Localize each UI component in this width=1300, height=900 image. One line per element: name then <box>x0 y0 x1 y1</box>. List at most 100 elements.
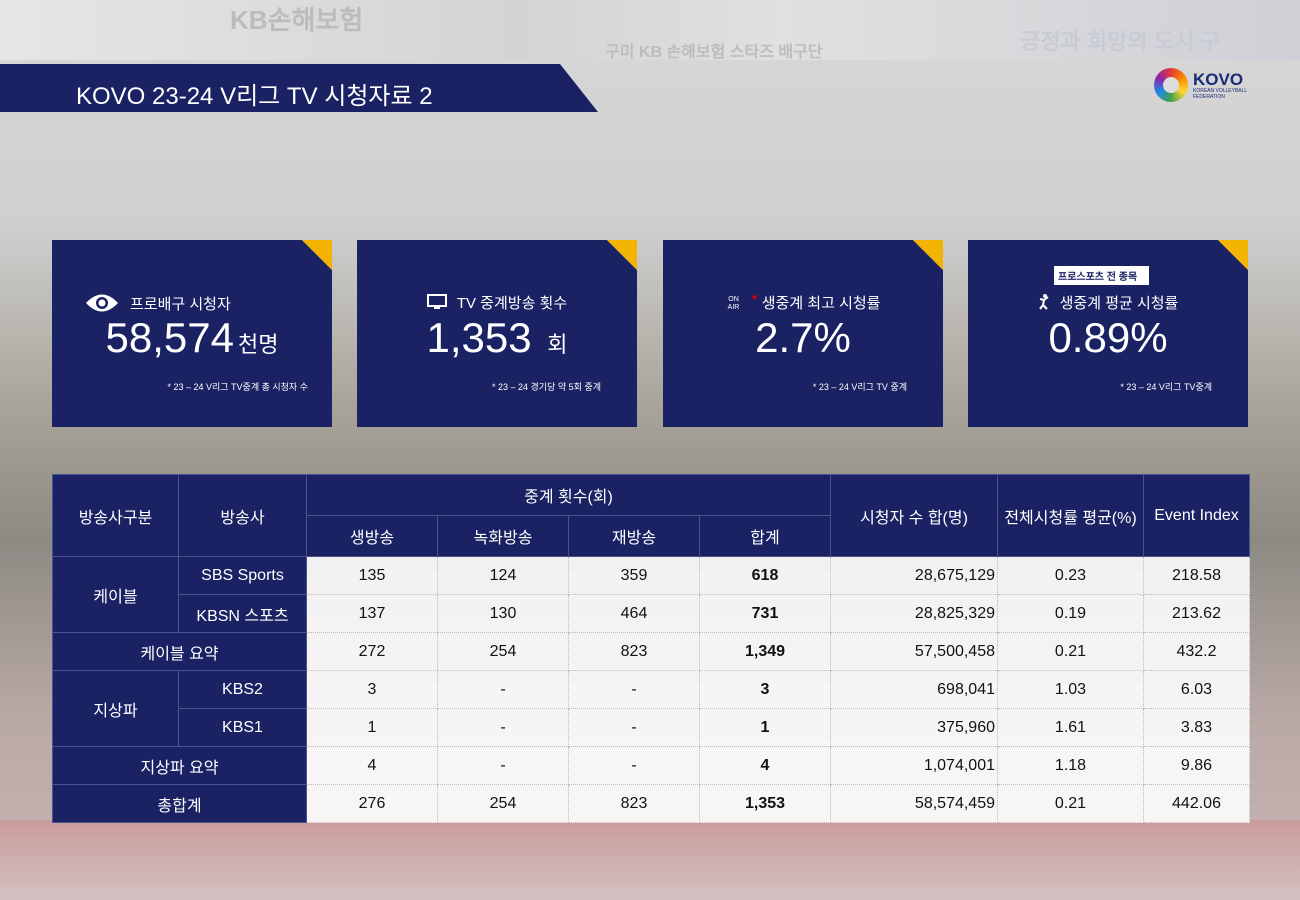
rating-cell: 0.21 <box>997 784 1144 823</box>
card-value: 0.89% <box>1048 314 1168 361</box>
viewers-cell: 28,675,129 <box>830 556 998 595</box>
rating-cell: 1.18 <box>997 746 1144 785</box>
live-cell: 1 <box>306 708 438 747</box>
group-cell: 케이블 <box>52 556 179 633</box>
header-rating: 전체시청률 평균(%) <box>997 474 1144 557</box>
card-value: 1,353 <box>426 314 532 361</box>
background-floor <box>0 820 1300 900</box>
table-row: 지상파 KBS2 3- -3 698,041 1.03 6.03 <box>52 670 1250 747</box>
header-live: 생방송 <box>306 515 438 557</box>
rerun-cell: - <box>568 708 700 747</box>
recorded-cell: - <box>437 670 569 709</box>
index-cell: 6.03 <box>1143 670 1250 709</box>
card-note: * 23 – 24 경기당 약 5회 중계 <box>492 382 601 392</box>
total-cell: 3 <box>699 670 831 709</box>
broadcaster-cell: KBS2 <box>178 670 307 709</box>
card-note: * 23 – 24 V리그 TV중계 <box>1120 382 1212 392</box>
badge: 프로스포츠 전 종목 <box>1054 266 1150 285</box>
bg-text: 구미 KB 손해보험 스타즈 배구단 <box>605 44 823 61</box>
rerun-cell: 359 <box>568 556 700 595</box>
index-cell: 442.06 <box>1143 784 1250 823</box>
live-cell: 135 <box>306 556 438 595</box>
broadcaster-cell: KBS1 <box>178 708 307 747</box>
rerun-cell: - <box>568 746 700 785</box>
header-index: Event Index <box>1143 474 1250 557</box>
live-cell: 137 <box>306 594 438 633</box>
card-label: 프로배구 시청자 <box>130 295 231 313</box>
on-air-icon: ON AIR <box>727 296 740 312</box>
tv-icon <box>426 294 447 314</box>
header-viewers: 시청자 수 합(명) <box>830 474 998 557</box>
recorded-cell: 124 <box>437 556 569 595</box>
viewers-cell: 28,825,329 <box>830 594 998 633</box>
table-row: 총합계 276 254 823 1,353 58,574,459 0.21 442.06 <box>52 784 1250 823</box>
table-row: 지상파 요약 4- -4 1,074,001 1.18 9.86 <box>52 746 1250 785</box>
total-cell: 1,353 <box>699 784 831 823</box>
tv-stats-table: 방송사구분 방송사 중계 횟수(회) 시청자 수 합(명) 전체시청률 평균(%… <box>52 474 1250 823</box>
rating-cell: 1.03 <box>997 670 1144 709</box>
stat-card-broadcasts: TV 중계방송 횟수 1,353 회 * 23 – 24 경기당 약 5회 중계 <box>357 240 637 427</box>
rating-cell: 0.23 <box>997 556 1144 595</box>
total-cell: 4 <box>699 746 831 785</box>
summary-label: 케이블 요약 <box>52 632 307 671</box>
rerun-cell: 464 <box>568 594 700 633</box>
header-broadcaster: 방송사 <box>178 474 307 557</box>
logo-ring-icon <box>1154 68 1188 102</box>
live-cell: 276 <box>306 784 438 823</box>
recorded-cell: - <box>437 708 569 747</box>
card-label: 생중계 평균 시청률 <box>1059 295 1179 312</box>
summary-label: 총합계 <box>52 784 307 823</box>
recorded-cell: 254 <box>437 784 569 823</box>
summary-label: 지상파 요약 <box>52 746 307 785</box>
index-cell: 3.83 <box>1143 708 1250 747</box>
recorded-cell: 254 <box>437 632 569 671</box>
stat-card-peak-rating: ON AIR● 생중계 최고 시청률 2.7% * 23 – 24 V리그 TV… <box>663 240 943 427</box>
card-unit: 천명 <box>237 332 279 357</box>
total-cell: 1 <box>699 708 831 747</box>
background-banner <box>0 0 1300 60</box>
card-note: * 23 – 24 V리그 TV중계 총 시청자 수 <box>167 382 308 392</box>
card-label: 생중계 최고 시청률 <box>761 295 881 312</box>
header-recorded: 녹화방송 <box>437 515 569 557</box>
viewers-cell: 698,041 <box>830 670 998 709</box>
live-cell: 4 <box>306 746 438 785</box>
index-cell: 9.86 <box>1143 746 1250 785</box>
live-cell: 3 <box>306 670 438 709</box>
group-cell: 지상파 <box>52 670 179 747</box>
bg-text: 긍정과 희망의 도시 구 <box>1020 29 1221 54</box>
viewers-cell: 1,074,001 <box>830 746 998 785</box>
rerun-cell: - <box>568 670 700 709</box>
title-bar: KOVO 23-24 V리그 TV 시청자료 2 <box>0 64 598 112</box>
logo-sub: KOREAN VOLLEYBALL <box>1193 87 1248 94</box>
header-type: 방송사구분 <box>52 474 179 557</box>
live-cell: 272 <box>306 632 438 671</box>
viewers-cell: 58,574,459 <box>830 784 998 823</box>
table-row: KBSN 스포츠 137 130 464 731 28,825,329 0.19 213.62 <box>53 594 1250 633</box>
rating-cell: 0.21 <box>997 632 1144 671</box>
bg-text: KB손해보험 <box>230 5 364 35</box>
card-value: 58,574 <box>105 314 234 361</box>
viewers-cell: 375,960 <box>830 708 998 747</box>
card-label: TV 중계방송 횟수 <box>456 295 568 312</box>
card-note: * 23 – 24 V리그 TV 중계 <box>812 382 907 392</box>
recorded-cell: - <box>437 746 569 785</box>
eye-icon <box>84 292 120 318</box>
header-total: 합계 <box>699 515 831 557</box>
recorded-cell: 130 <box>437 594 569 633</box>
rerun-cell: 823 <box>568 784 700 823</box>
card-unit: 회 <box>547 332 568 357</box>
rating-cell: 1.61 <box>997 708 1144 747</box>
athlete-icon <box>1038 294 1050 314</box>
stat-card-viewers: 프로배구 시청자 58,574 천명 * 23 – 24 V리그 TV중계 총 시… <box>52 240 332 427</box>
viewers-cell: 57,500,458 <box>830 632 998 671</box>
total-cell: 731 <box>699 594 831 633</box>
table-row: KBS1 1- -1 375,960 1.61 3.83 <box>53 708 1250 747</box>
logo-name: KOVO <box>1193 69 1244 89</box>
kovo-logo: KOVO KOREAN VOLLEYBALL FEDERATION <box>1154 68 1247 102</box>
total-cell: 1,349 <box>699 632 831 671</box>
page-title: KOVO 23-24 V리그 TV 시청자료 2 <box>76 83 433 110</box>
logo-sub: FEDERATION <box>1193 93 1225 100</box>
stat-card-avg-rating: 프로스포츠 전 종목 생중계 평균 시청률 0.89% * 23 – 24 V리… <box>968 240 1248 427</box>
broadcaster-cell: SBS Sports <box>178 556 307 595</box>
table-row: 케이블 요약 272 254 823 1,349 57,500,458 0.21 432.2 <box>52 632 1250 671</box>
